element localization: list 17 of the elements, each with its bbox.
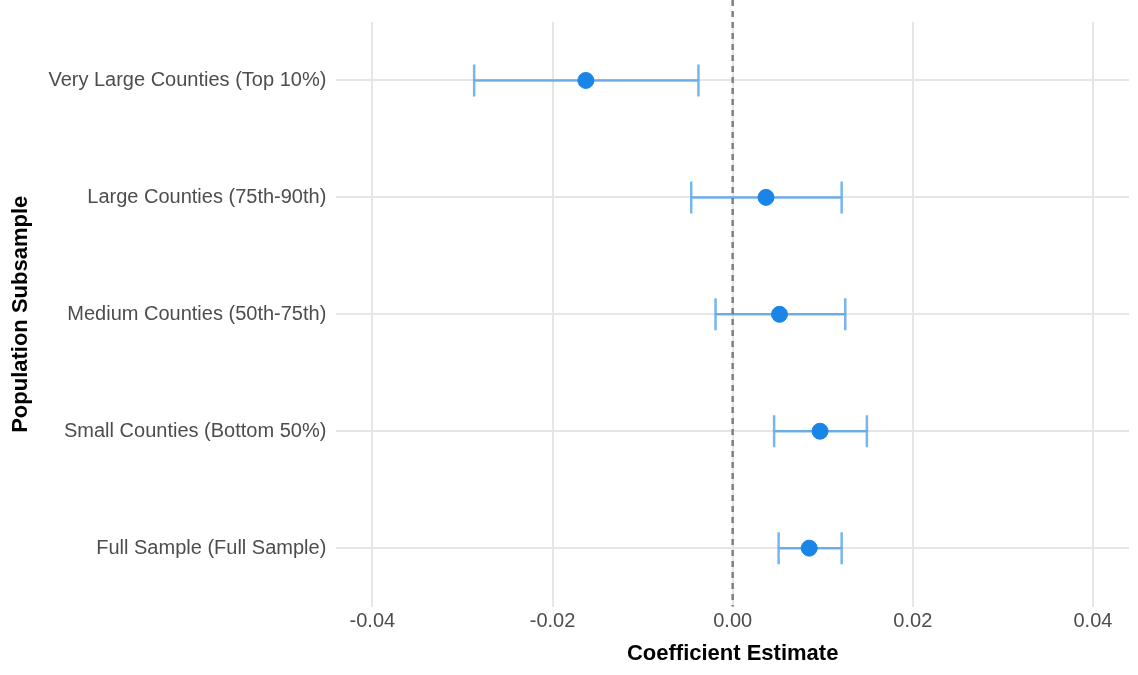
y-tick-label: Medium Counties (50th-75th): [67, 301, 327, 324]
x-tick-label: -0.04: [349, 609, 396, 632]
x-tick-label: 0.04: [1073, 609, 1113, 632]
point: [800, 539, 818, 557]
y-tick-label: Large Counties (75th-90th): [87, 184, 327, 207]
point: [811, 422, 829, 440]
point: [757, 188, 775, 206]
y-tick-label: Full Sample (Full Sample): [96, 535, 327, 558]
point: [577, 71, 595, 89]
y-tick-label: Small Counties (Bottom 50%): [64, 418, 327, 441]
x-tick-label: -0.02: [529, 609, 576, 632]
y-axis-title: Population Subsample: [7, 195, 33, 433]
x-axis-title: Coefficient Estimate: [626, 639, 839, 665]
y-tick-label: Very Large Counties (Top 10%): [48, 67, 327, 90]
x-tick-label: 0.02: [893, 609, 933, 632]
x-tick-label: 0.00: [713, 609, 753, 632]
point: [771, 305, 788, 323]
